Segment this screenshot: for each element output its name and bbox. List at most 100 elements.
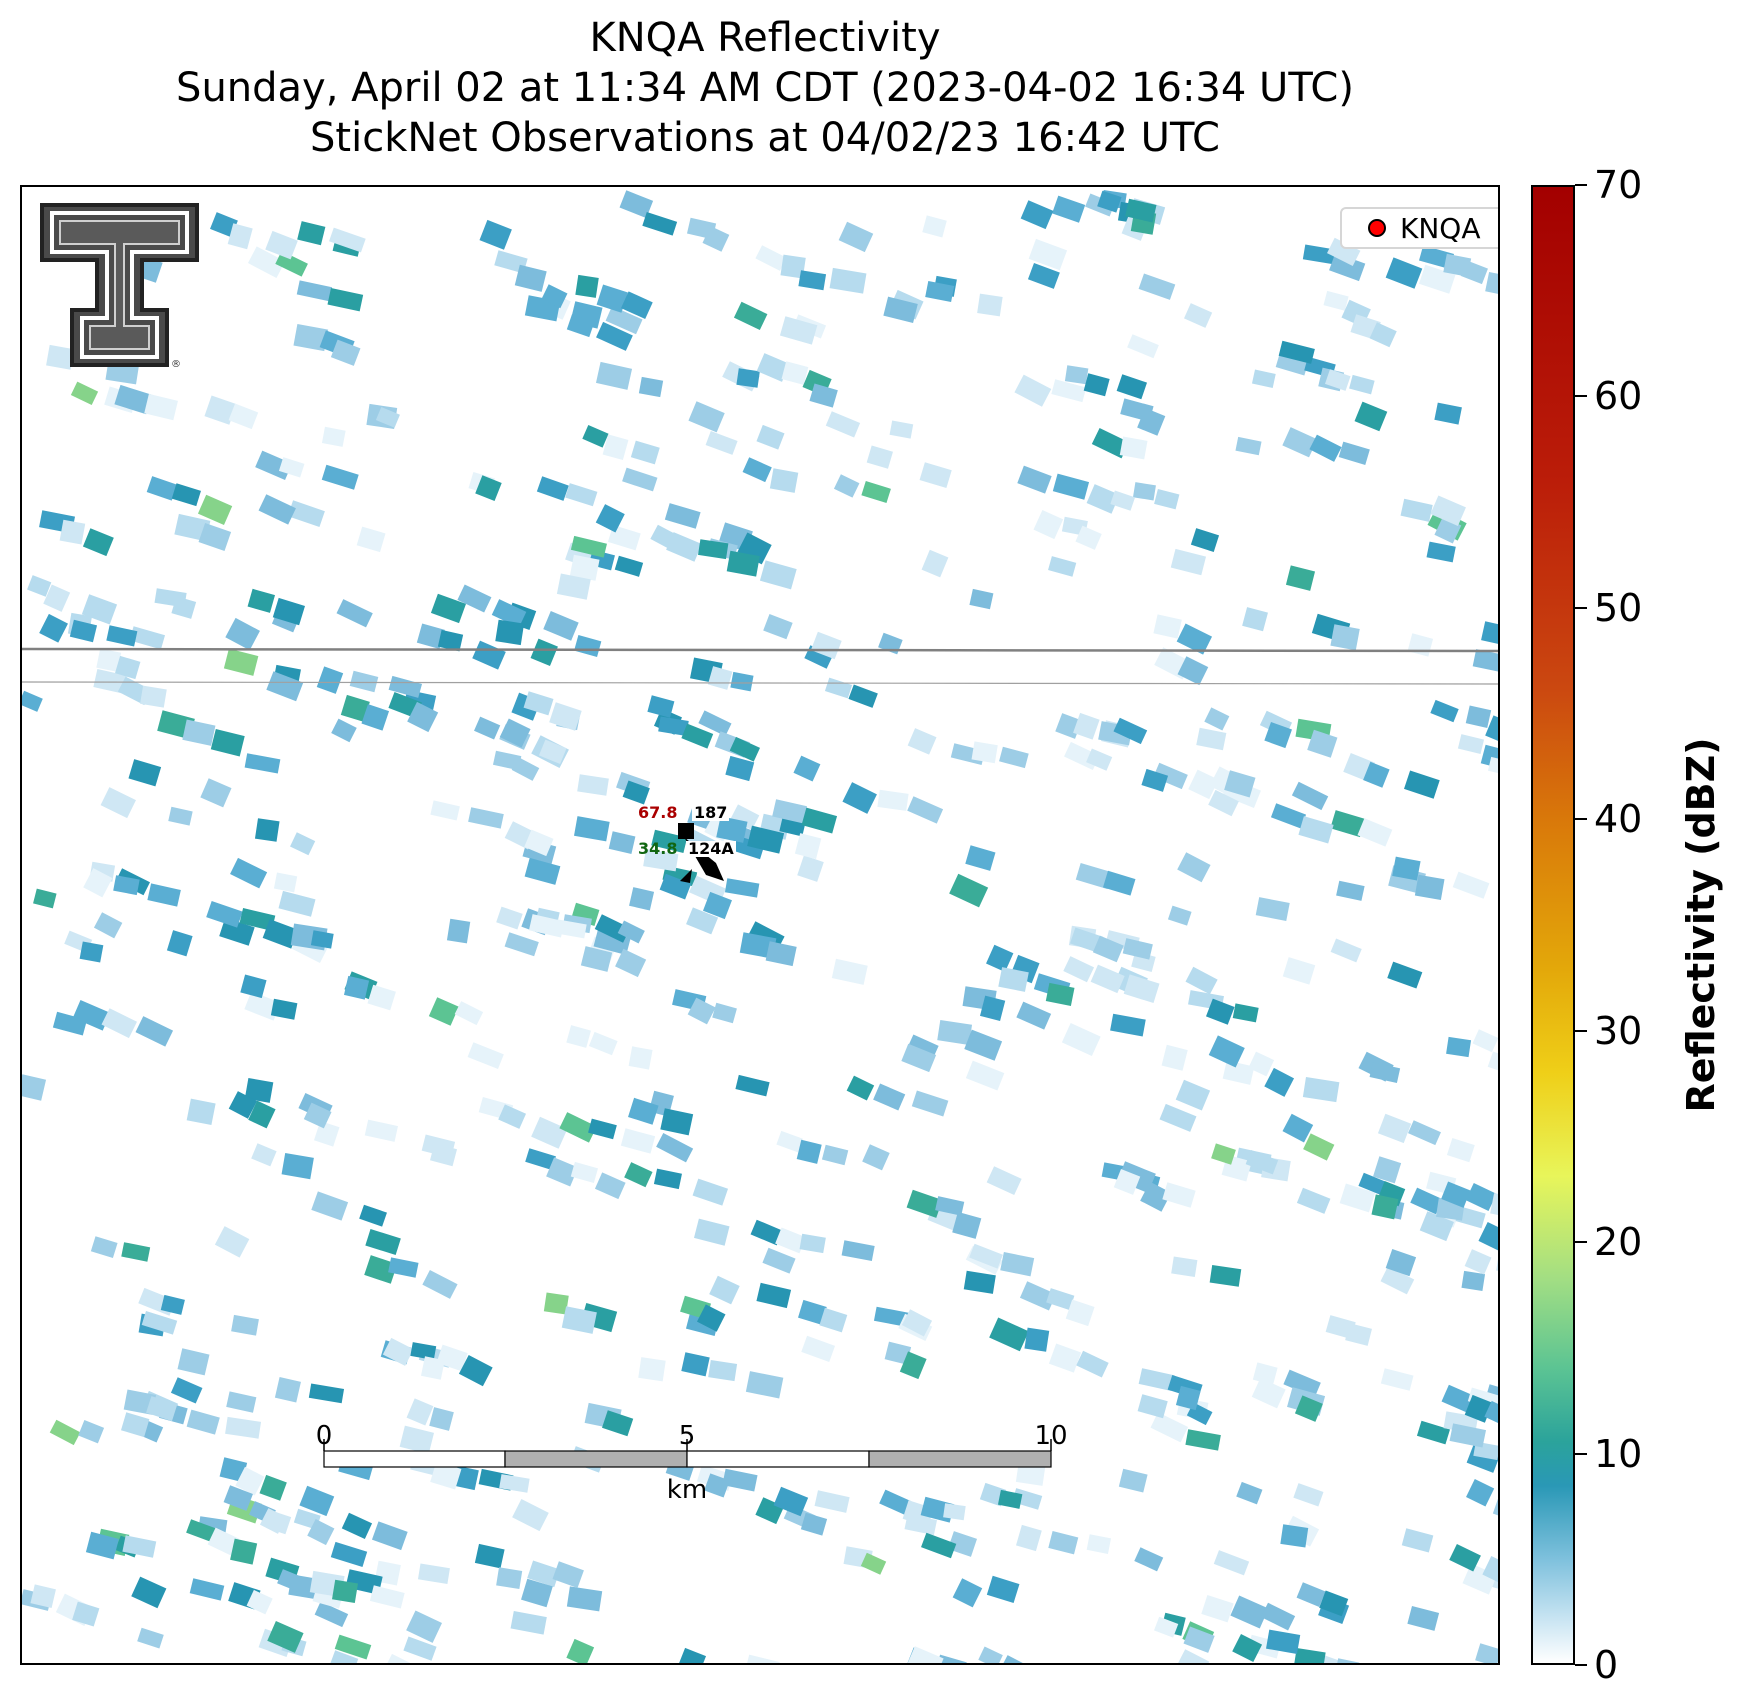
reflectivity-cell bbox=[575, 274, 599, 298]
reflectivity-cell bbox=[299, 1485, 335, 1517]
reflectivity-cell bbox=[846, 1075, 875, 1101]
reflectivity-cell bbox=[1319, 1590, 1349, 1617]
reflectivity-cell bbox=[290, 832, 316, 856]
reflectivity-cell bbox=[1235, 436, 1262, 456]
reflectivity-cell bbox=[521, 1578, 553, 1608]
reflectivity-cell bbox=[1188, 769, 1219, 800]
reflectivity-cell bbox=[1092, 935, 1124, 963]
reflectivity-cell bbox=[1280, 1524, 1309, 1548]
reflectivity-cell bbox=[810, 631, 842, 660]
reflectivity-cell bbox=[524, 829, 554, 857]
reflectivity-cell bbox=[921, 1532, 957, 1559]
reflectivity-cell bbox=[708, 1359, 738, 1382]
radar-map-panel[interactable]: ® KNQA 67.8 187 34.8 124A 0 5 10 km bbox=[20, 185, 1500, 1665]
reflectivity-cell bbox=[382, 1337, 414, 1366]
reflectivity-cell bbox=[978, 1646, 1003, 1663]
scale-tick-10: 10 bbox=[1034, 1421, 1068, 1451]
reflectivity-cell bbox=[247, 246, 286, 279]
reflectivity-cell bbox=[1116, 374, 1148, 400]
reflectivity-cell bbox=[889, 420, 914, 439]
reflectivity-cell bbox=[726, 550, 760, 577]
reflectivity-cell bbox=[498, 1104, 527, 1129]
reflectivity-cell bbox=[877, 789, 909, 811]
reflectivity-cell bbox=[659, 873, 692, 900]
reflectivity-cell bbox=[986, 1575, 1020, 1603]
reflectivity-cell bbox=[998, 967, 1029, 992]
reflectivity-cell bbox=[647, 695, 675, 718]
reflectivity-cell bbox=[919, 462, 952, 489]
reflectivity-cell bbox=[1177, 656, 1209, 686]
reflectivity-cell bbox=[182, 719, 216, 746]
reflectivity-cell bbox=[1303, 1133, 1335, 1161]
reflectivity-cell bbox=[1377, 1113, 1412, 1144]
reflectivity-cell bbox=[1015, 1524, 1042, 1552]
reflectivity-cell bbox=[270, 998, 298, 1020]
reflectivity-cell bbox=[1177, 852, 1211, 883]
reflectivity-cell bbox=[595, 361, 633, 390]
reflectivity-cell bbox=[206, 901, 243, 928]
reflectivity-cell bbox=[311, 1191, 349, 1221]
reflectivity-cell bbox=[999, 746, 1029, 769]
reflectivity-cell bbox=[388, 1257, 419, 1278]
reflectivity-cell bbox=[899, 1351, 927, 1380]
reflectivity-cell bbox=[781, 361, 809, 385]
reflectivity-cell bbox=[128, 759, 162, 787]
reflectivity-cell bbox=[240, 974, 267, 999]
reflectivity-cell bbox=[1251, 369, 1276, 388]
reflectivity-cell bbox=[965, 845, 996, 871]
reflectivity-cell bbox=[1224, 770, 1256, 798]
reflectivity-cell bbox=[1127, 334, 1159, 359]
reflectivity-cell bbox=[1162, 1182, 1196, 1208]
reflectivity-cell bbox=[628, 1046, 653, 1070]
reflectivity-cell bbox=[1478, 1222, 1498, 1252]
reflectivity-cell bbox=[1028, 238, 1068, 271]
reflectivity-cell bbox=[769, 468, 799, 493]
reflectivity-cell bbox=[1175, 1079, 1211, 1111]
reflectivity-cell bbox=[755, 245, 787, 271]
reflectivity-cell bbox=[833, 474, 860, 498]
reflectivity-cell bbox=[228, 403, 259, 430]
reflectivity-cell bbox=[1017, 465, 1052, 494]
reflectivity-cell bbox=[274, 1377, 301, 1403]
reflectivity-cell bbox=[1014, 374, 1052, 407]
reflectivity-cell bbox=[96, 648, 122, 672]
reflectivity-cell bbox=[371, 1521, 408, 1551]
reflectivity-cell bbox=[1245, 1149, 1279, 1175]
reflectivity-cell bbox=[1481, 621, 1498, 645]
reflectivity-cell bbox=[1051, 379, 1087, 403]
reflectivity-cell bbox=[873, 1083, 906, 1111]
reflectivity-cell bbox=[762, 1247, 796, 1274]
colorbar-tick-label: 20 bbox=[1594, 1220, 1643, 1265]
reflectivity-cell bbox=[725, 755, 755, 782]
colorbar-tick-label: 50 bbox=[1594, 585, 1643, 630]
reflectivity-cell bbox=[223, 648, 259, 676]
reflectivity-cell bbox=[838, 221, 874, 253]
reflectivity-cell bbox=[656, 1133, 694, 1163]
reflectivity-cell bbox=[582, 425, 609, 448]
reflectivity-cell bbox=[546, 1157, 579, 1187]
reflectivity-cell bbox=[1430, 699, 1459, 723]
reflectivity-cell bbox=[436, 1344, 468, 1372]
reflectivity-cell bbox=[580, 946, 613, 972]
reflectivity-cell bbox=[1076, 1350, 1109, 1378]
reflectivity-cell bbox=[773, 1486, 809, 1517]
reflectivity-cell bbox=[105, 361, 139, 385]
reflectivity-cell bbox=[1113, 1169, 1141, 1195]
reflectivity-cell bbox=[801, 1335, 836, 1362]
reflectivity-cell bbox=[1185, 966, 1218, 995]
reflectivity-cell bbox=[1118, 1468, 1148, 1493]
reflectivity-cell bbox=[1334, 1658, 1360, 1663]
reflectivity-cell bbox=[1449, 1544, 1481, 1572]
reflectivity-cell bbox=[1464, 1249, 1492, 1275]
reflectivity-cell bbox=[186, 1098, 216, 1126]
reflectivity-cell bbox=[168, 806, 193, 826]
reflectivity-cell bbox=[556, 573, 591, 600]
reflectivity-cell bbox=[406, 1610, 442, 1643]
reflectivity-cell bbox=[569, 554, 600, 581]
reflectivity-cell bbox=[334, 1634, 372, 1660]
reflectivity-cell bbox=[1294, 1648, 1326, 1663]
colorbar-tick-mark bbox=[1575, 395, 1587, 398]
reflectivity-cell bbox=[702, 225, 730, 252]
reflectivity-cell bbox=[244, 1078, 274, 1103]
reflectivity-cell bbox=[756, 424, 785, 450]
